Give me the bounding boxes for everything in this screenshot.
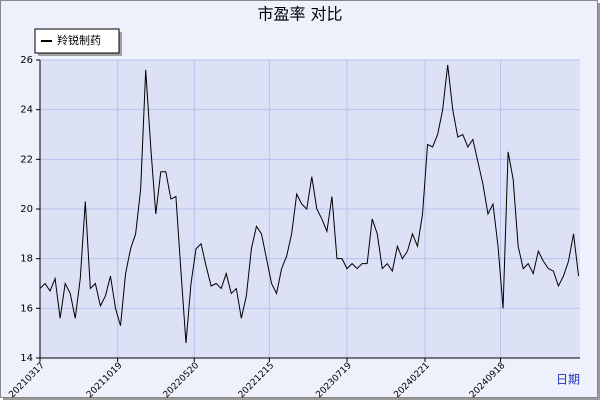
shadow <box>598 3 600 400</box>
y-tick-label: 20 <box>20 204 33 215</box>
y-tick-label: 16 <box>20 303 33 314</box>
chart-title: 市盈率 对比 <box>257 5 342 24</box>
y-tick-label: 14 <box>20 353 33 364</box>
shadow <box>3 398 600 400</box>
y-tick-label: 18 <box>20 254 33 265</box>
legend: 羚锐制药 <box>34 28 122 56</box>
y-tick-label: 24 <box>20 105 33 116</box>
y-tick-label: 26 <box>20 55 33 66</box>
x-axis-label: 日期 <box>556 373 580 387</box>
y-tick-label: 22 <box>20 154 33 165</box>
line <box>39 64 580 344</box>
legend-label: 羚锐制药 <box>57 33 101 47</box>
